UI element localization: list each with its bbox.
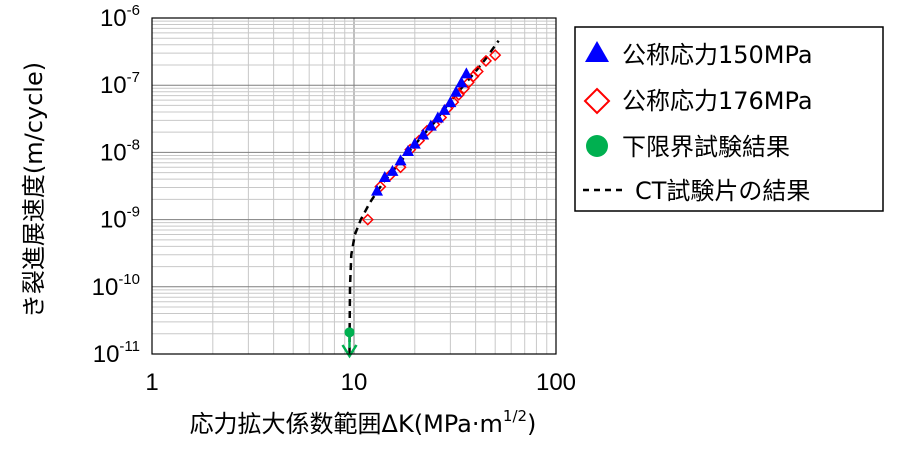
- y-tick-label: 10-8: [100, 136, 140, 166]
- data-point-150mpa: [424, 119, 437, 131]
- x-tick-label: 10: [341, 369, 368, 396]
- legend-label: 下限界試験結果: [622, 133, 790, 161]
- data-point-176mpa: [394, 161, 407, 174]
- plot-area: [151, 17, 557, 355]
- data-point-176mpa: [471, 65, 484, 78]
- grid-lines: [152, 18, 556, 354]
- y-tick-label: 10-9: [100, 204, 140, 234]
- y-tick-label: 10-6: [100, 2, 140, 32]
- legend-item-150mpa: 公称応力150MPa: [585, 41, 813, 69]
- x-tick-label: 100: [536, 369, 576, 396]
- legend-item-176mpa: 公称応力176MPa: [583, 87, 813, 115]
- legend-marker-diamond: [583, 87, 611, 115]
- data-point-150mpa: [401, 144, 414, 156]
- y-axis-label: き裂進展速度(m/cycle): [20, 62, 48, 318]
- y-tick-label: 10-11: [93, 338, 140, 368]
- data-point-150mpa: [438, 103, 451, 115]
- y-tick-label: 10-7: [100, 69, 140, 99]
- legend-label: 公称応力150MPa: [622, 41, 813, 69]
- data-point-176mpa: [489, 49, 502, 62]
- threshold-arrow-head: [341, 344, 358, 359]
- legend-label: CT試験片の結果: [635, 177, 810, 205]
- legend-item-threshold: 下限界試験結果: [586, 133, 790, 161]
- data-point-150mpa: [444, 96, 457, 108]
- data-point-150mpa: [450, 85, 463, 97]
- legend-label: 公称応力176MPa: [622, 87, 813, 115]
- x-axis-label: 応力拡大係数範囲ΔK(MPa·m1/2): [190, 407, 537, 438]
- data-point-150mpa: [408, 137, 421, 149]
- data-point-150mpa: [460, 67, 473, 79]
- legend-marker-circle: [586, 135, 608, 157]
- series-layer: [341, 39, 502, 359]
- data-point-176mpa: [479, 54, 493, 67]
- data-point-150mpa: [378, 171, 391, 183]
- data-point-150mpa: [417, 128, 430, 140]
- legend: 公称応力150MPa 公称応力176MPa 下限界試験結果 CT試験片の結果: [574, 26, 884, 212]
- x-tick-label: 1: [145, 369, 158, 396]
- data-point-150mpa: [394, 154, 407, 166]
- legend-box: [574, 26, 884, 212]
- tick-labels: 1 10 100 10-6 10-7 10-8 10-9 10-10 10-11: [92, 2, 576, 396]
- legend-item-ct: CT試験片の結果: [583, 177, 810, 205]
- threshold-data-point: [344, 327, 355, 338]
- y-tick-label: 10-10: [92, 271, 140, 301]
- data-point-150mpa: [431, 111, 444, 123]
- legend-marker-triangle: [585, 41, 609, 62]
- data-point-176mpa: [361, 213, 374, 226]
- data-point-150mpa: [386, 164, 399, 176]
- data-point-150mpa: [455, 76, 468, 88]
- data-point-150mpa: [371, 184, 384, 196]
